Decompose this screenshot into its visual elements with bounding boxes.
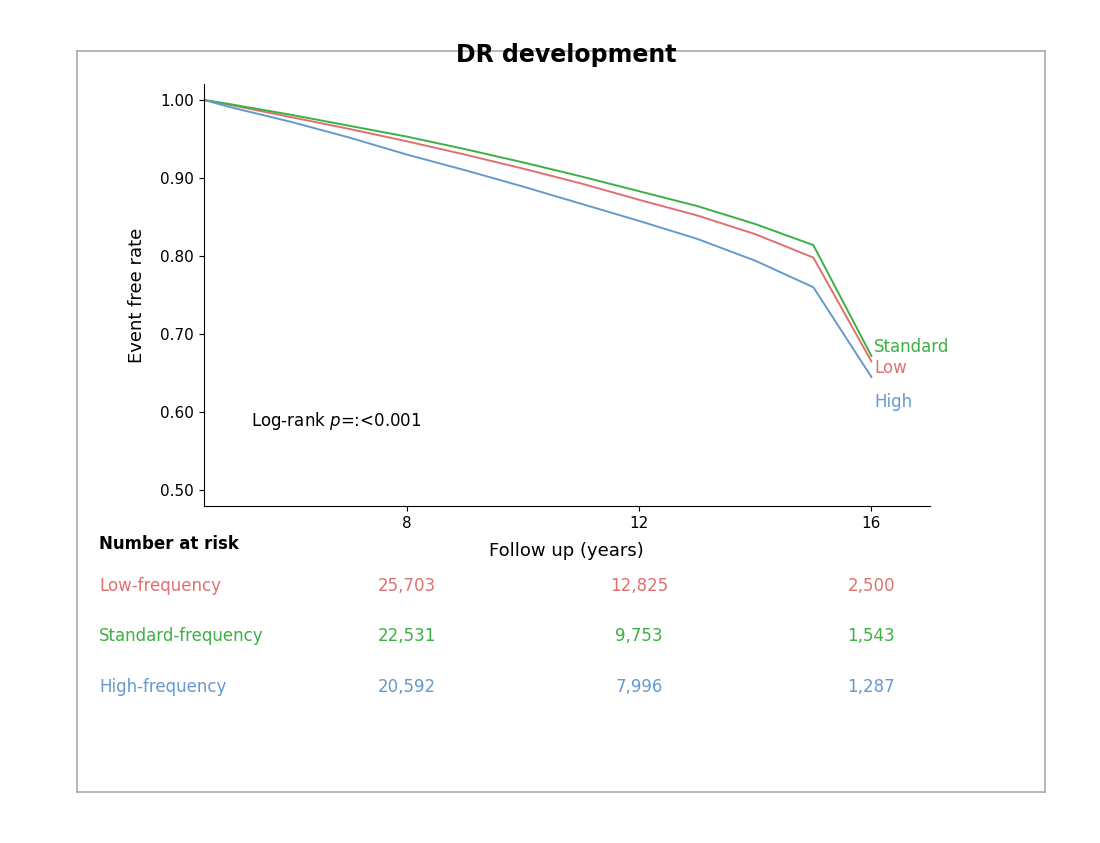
Text: 20,592: 20,592 [377,678,436,696]
Title: DR development: DR development [456,43,676,67]
Text: Standard-frequency: Standard-frequency [99,627,264,646]
Text: Standard: Standard [874,337,949,356]
Text: Number at risk: Number at risk [99,535,239,553]
Text: 2,500: 2,500 [848,577,895,595]
X-axis label: Follow up (years): Follow up (years) [490,542,644,560]
Text: 1,287: 1,287 [848,678,895,696]
Text: 1,543: 1,543 [848,627,895,646]
Y-axis label: Event free rate: Event free rate [128,228,146,362]
Text: Low-frequency: Low-frequency [99,577,221,595]
Text: 7,996: 7,996 [615,678,663,696]
Text: Log-rank $\it{p}$=:<0.001: Log-rank $\it{p}$=:<0.001 [251,411,421,432]
Text: 12,825: 12,825 [610,577,668,595]
Text: High: High [874,393,912,411]
Text: 22,531: 22,531 [377,627,436,646]
Text: High-frequency: High-frequency [99,678,227,696]
Text: 25,703: 25,703 [377,577,436,595]
Text: 9,753: 9,753 [615,627,663,646]
Text: Low: Low [874,358,907,377]
